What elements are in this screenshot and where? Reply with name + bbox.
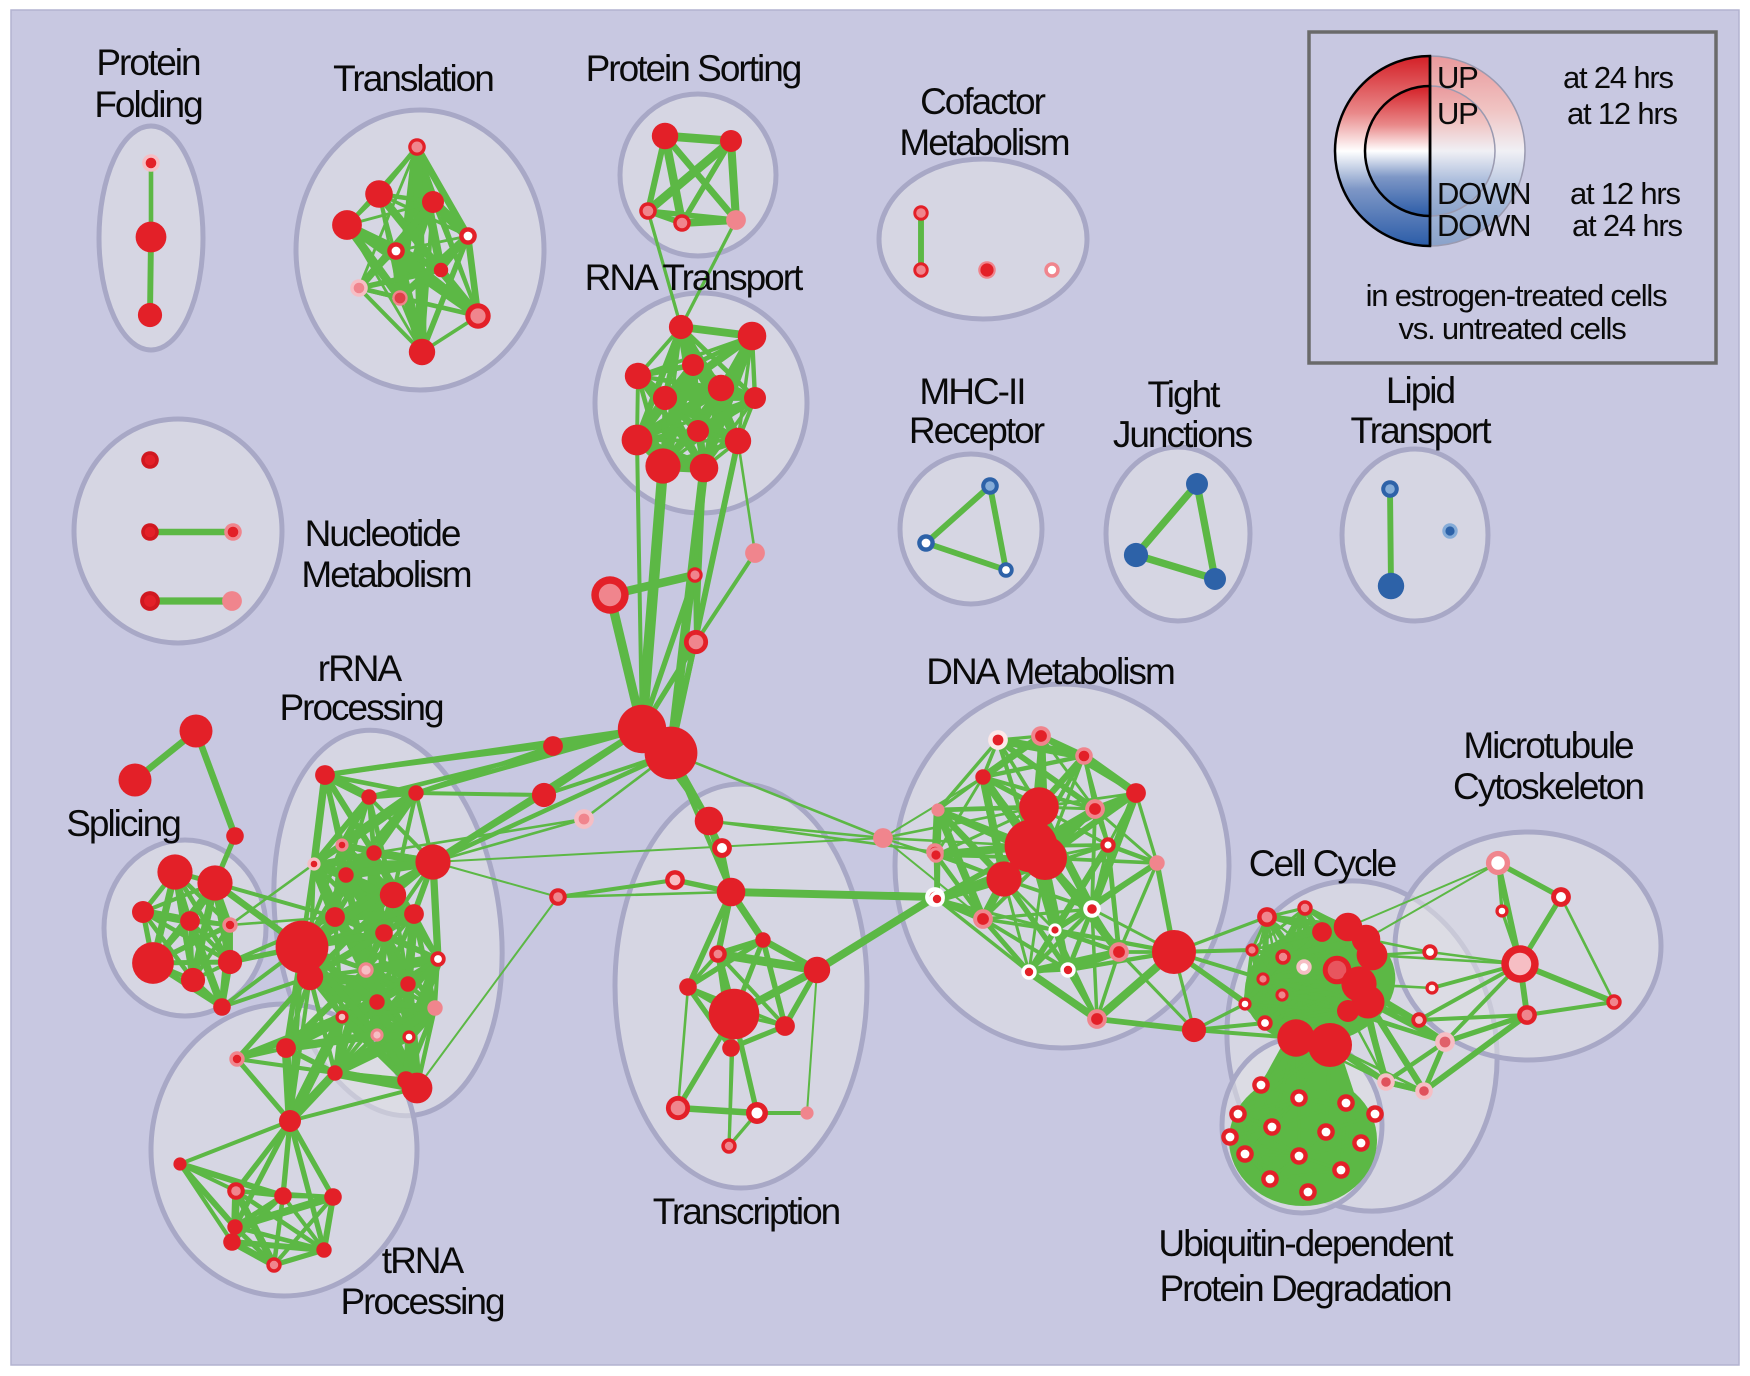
svg-text:Receptor: Receptor <box>909 410 1045 451</box>
svg-text:at 24 hrs: at 24 hrs <box>1572 208 1683 243</box>
svg-text:DNA Metabolism: DNA Metabolism <box>926 651 1174 692</box>
svg-text:Folding: Folding <box>94 84 202 125</box>
svg-text:Splicing: Splicing <box>66 803 180 844</box>
svg-text:Cofactor: Cofactor <box>920 81 1046 122</box>
svg-text:Nucleotide: Nucleotide <box>305 513 460 554</box>
svg-text:MHC-II: MHC-II <box>919 371 1024 412</box>
svg-text:Metabolism: Metabolism <box>301 554 470 595</box>
svg-text:at 12 hrs: at 12 hrs <box>1570 176 1681 211</box>
svg-text:Lipid: Lipid <box>1386 370 1455 411</box>
svg-text:RNA Transport: RNA Transport <box>585 257 804 298</box>
svg-text:at 24 hrs: at 24 hrs <box>1563 60 1674 95</box>
svg-text:Transport: Transport <box>1351 410 1493 451</box>
svg-text:vs. untreated cells: vs. untreated cells <box>1398 311 1626 346</box>
svg-text:rRNA: rRNA <box>318 648 403 689</box>
svg-text:Translation: Translation <box>333 58 493 99</box>
svg-text:Tight: Tight <box>1148 374 1222 415</box>
svg-text:DOWN: DOWN <box>1437 208 1530 243</box>
svg-text:DOWN: DOWN <box>1437 176 1530 211</box>
svg-text:Metabolism: Metabolism <box>899 122 1068 163</box>
svg-text:Cytoskeleton: Cytoskeleton <box>1453 766 1643 807</box>
svg-text:UP: UP <box>1437 60 1478 95</box>
svg-text:at 12 hrs: at 12 hrs <box>1567 96 1678 131</box>
svg-text:Protein Sorting: Protein Sorting <box>586 48 801 89</box>
svg-text:Protein: Protein <box>96 42 200 83</box>
svg-text:Ubiquitin-dependent: Ubiquitin-dependent <box>1158 1223 1454 1264</box>
svg-text:Microtubule: Microtubule <box>1463 725 1633 766</box>
svg-text:in estrogen-treated cells: in estrogen-treated cells <box>1366 278 1668 313</box>
svg-text:UP: UP <box>1437 96 1478 131</box>
svg-text:tRNA: tRNA <box>382 1240 465 1281</box>
svg-text:Processing: Processing <box>279 687 442 728</box>
svg-text:Cell Cycle: Cell Cycle <box>1249 843 1396 884</box>
svg-text:Transcription: Transcription <box>653 1191 840 1232</box>
svg-text:Protein Degradation: Protein Degradation <box>1159 1268 1451 1309</box>
svg-text:Junctions: Junctions <box>1113 414 1253 455</box>
svg-text:Processing: Processing <box>340 1281 503 1322</box>
